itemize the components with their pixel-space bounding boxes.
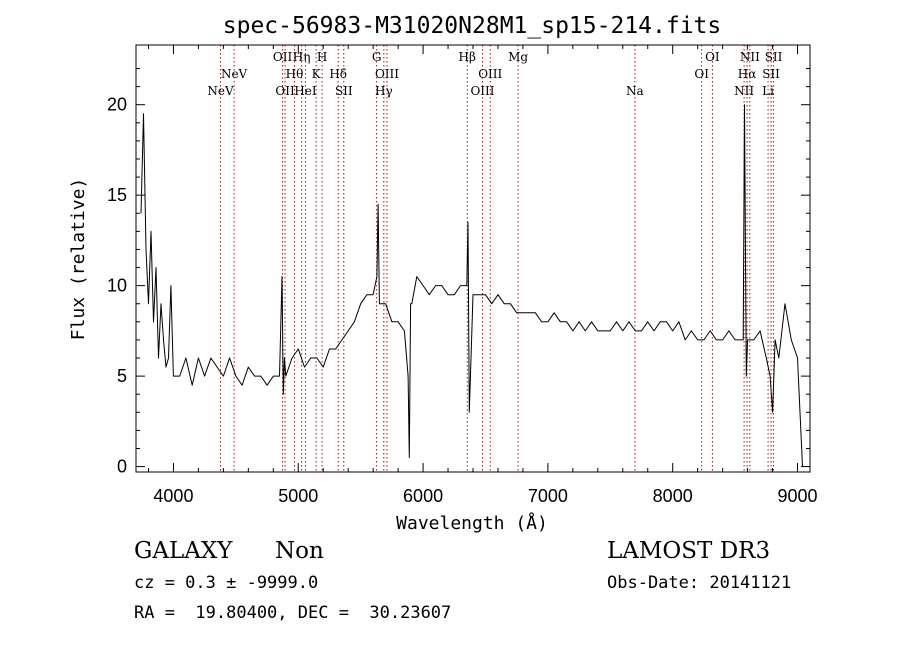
line-label-1-5: OIII xyxy=(478,67,502,81)
line-label-2-3: SII xyxy=(335,84,353,98)
line-label-0-0: OII xyxy=(273,50,293,64)
line-label-2-6: Na xyxy=(626,84,644,98)
line-label-2-2: HeI xyxy=(294,84,317,98)
object-subclass: Non xyxy=(275,538,324,564)
line-label-0-2: H xyxy=(317,50,327,64)
series-flux xyxy=(140,104,803,467)
y-tick-label-10: 10 xyxy=(107,276,127,296)
x-axis-label: Wavelength (Å) xyxy=(396,512,548,534)
line-label-2-0: NeV xyxy=(207,84,234,98)
x-tick-label-9000: 9000 xyxy=(777,486,817,506)
survey-name: LAMOST DR3 xyxy=(607,538,771,564)
line-label-0-3: G xyxy=(372,50,382,64)
line-label-1-2: K xyxy=(312,67,322,81)
line-label-2-4: Hγ xyxy=(375,84,393,98)
object-class: GALAXY xyxy=(134,538,233,564)
line-label-0-6: OI xyxy=(705,50,720,64)
line-label-2-8: Li xyxy=(762,84,774,98)
redshift-cz: cz = 0.3 ± -9999.0 xyxy=(134,573,319,593)
x-axis-ticks: 4000 5000 6000 7000 8000 9000 xyxy=(147,45,818,506)
y-tick-label-15: 15 xyxy=(107,185,127,205)
x-tick-label-6000: 6000 xyxy=(403,486,443,506)
line-label-1-4: OIII xyxy=(375,67,399,81)
line-label-0-4: Hβ xyxy=(459,50,476,64)
line-label-1-1: Hθ xyxy=(286,67,304,81)
ra-dec: RA = 19.80400, DEC = 30.23607 xyxy=(134,603,452,623)
y-tick-label-20: 20 xyxy=(107,95,127,115)
flux-series xyxy=(140,104,803,467)
line-label-2-5: OIII xyxy=(470,84,494,98)
y-axis-ticks: 0 5 10 15 20 xyxy=(107,68,810,477)
obs-date: Obs-Date: 20141121 xyxy=(607,573,792,593)
line-label-2-1: OII xyxy=(275,84,295,98)
line-label-2-7: NII xyxy=(734,84,754,98)
line-label-0-1: Hη xyxy=(293,50,311,64)
chart-title: spec-56983-M31020N28M1_sp15-214.fits xyxy=(223,13,722,39)
line-label-1-8: SII xyxy=(762,67,780,81)
line-label-0-8: SII xyxy=(765,50,783,64)
y-tick-label-5: 5 xyxy=(117,366,127,386)
x-tick-label-4000: 4000 xyxy=(153,486,193,506)
line-label-1-0: NeV xyxy=(221,67,248,81)
line-label-1-3: Hδ xyxy=(329,67,347,81)
line-label-1-7: Hα xyxy=(738,67,757,81)
line-label-0-5: Mg xyxy=(508,50,528,64)
line-label-0-7: NII xyxy=(740,50,760,64)
x-tick-label-8000: 8000 xyxy=(653,486,693,506)
x-tick-label-7000: 7000 xyxy=(528,486,568,506)
emission-line-markers xyxy=(219,45,775,472)
line-label-1-6: OI xyxy=(694,67,709,81)
plot-frame xyxy=(135,44,811,473)
x-tick-label-5000: 5000 xyxy=(278,486,318,506)
y-axis-label: Flux (relative) xyxy=(68,178,89,341)
y-tick-label-0: 0 xyxy=(117,457,127,477)
